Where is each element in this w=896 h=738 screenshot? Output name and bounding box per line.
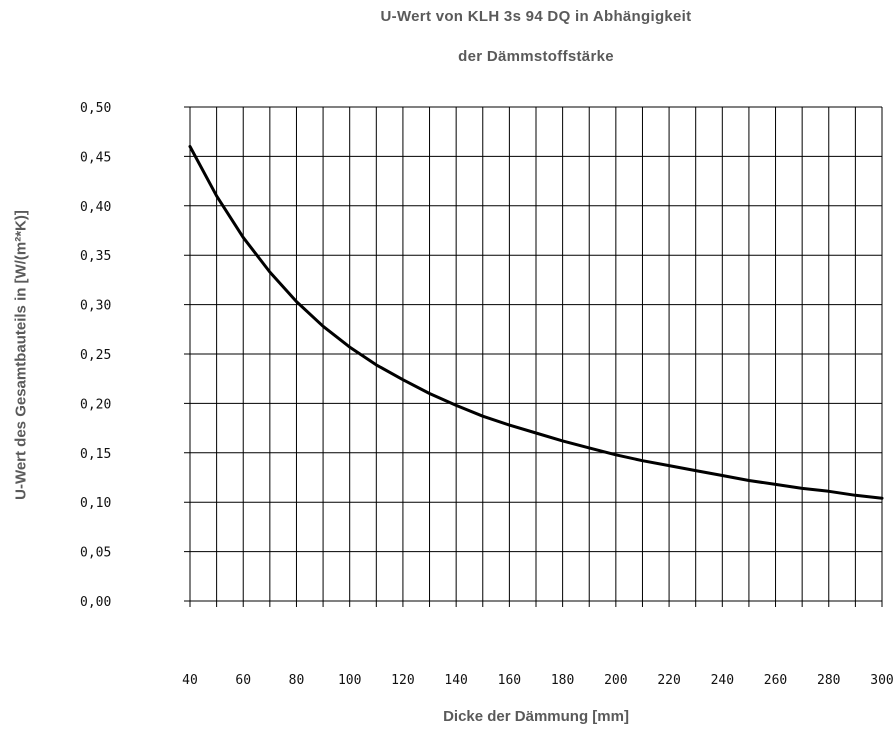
y-tick-label: 0,50 [80, 101, 111, 116]
x-tick-label: 100 [338, 673, 361, 688]
x-tick-label: 60 [235, 673, 251, 688]
x-tick-label: 180 [551, 673, 574, 688]
y-tick-label: 0,45 [80, 150, 111, 165]
series-group [188, 145, 884, 500]
y-tick-label: 0,20 [80, 397, 111, 412]
y-tick-label: 0,35 [80, 249, 111, 264]
x-tick-label: 160 [498, 673, 521, 688]
x-tick-label: 140 [444, 673, 467, 688]
grid [184, 106, 883, 607]
x-tick-labels: 40 60 80 100 120 140 160 180 200 220 240 260 280 300 [182, 673, 894, 688]
x-axis-label: Dicke der Dämmung [mm] [443, 708, 629, 725]
x-tick-label: 80 [289, 673, 305, 688]
y-tick-labels: 0,00 0,05 0,10 0,15 0,20 0,25 0,30 0,35 0,40 0,45… [80, 101, 111, 610]
x-tick-label: 300 [870, 673, 893, 688]
y-tick-label: 0,30 [80, 299, 111, 314]
y-tick-label: 0,10 [80, 496, 111, 511]
x-tick-label: 120 [391, 673, 414, 688]
x-tick-label: 40 [182, 673, 198, 688]
x-tick-label: 280 [817, 673, 840, 688]
y-tick-label: 0,00 [80, 595, 111, 610]
x-tick-label: 260 [764, 673, 787, 688]
x-tick-label: 240 [711, 673, 734, 688]
chart-title: U-Wert von KLH 3s 94 DQ in Abhängigkeit [380, 8, 692, 25]
x-tick-label: 220 [657, 673, 680, 688]
x-tick-label: 200 [604, 673, 627, 688]
y-tick-label: 0,25 [80, 348, 111, 363]
y-tick-label: 0,05 [80, 546, 111, 561]
y-axis-label: U-Wert des Gesamtbauteils in [W/(m²*K)] [12, 210, 30, 500]
u-value-curve [188, 145, 884, 500]
chart-subtitle: der Dämmstoffstärke [458, 48, 614, 65]
y-tick-label: 0,15 [80, 447, 111, 462]
y-tick-label: 0,40 [80, 200, 111, 215]
